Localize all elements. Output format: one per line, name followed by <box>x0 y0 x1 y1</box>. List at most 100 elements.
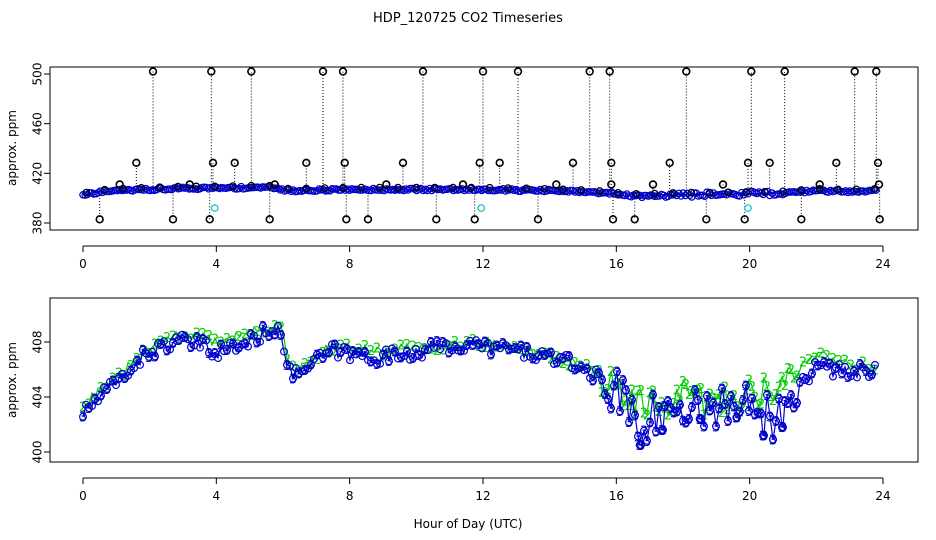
bottom-point-3 <box>457 346 466 355</box>
top-point-1 <box>669 189 677 197</box>
bottom-point-3 <box>421 345 430 354</box>
bottom-symbol-3: 3 <box>634 430 642 445</box>
top-spike-point <box>682 67 691 76</box>
bottom-symbol-3: 3 <box>643 435 651 450</box>
bottom-symbol-2: 2 <box>739 400 747 415</box>
top-spike-point <box>780 67 789 76</box>
bottom-symbol-3: 3 <box>109 374 117 389</box>
bottom-y-axis: 400 404 408 <box>31 331 51 463</box>
top-spike-point <box>608 215 618 224</box>
top-spike-point <box>568 158 578 168</box>
bottom-symbol-2: 2 <box>664 409 672 424</box>
bottom-symbol-3: 3 <box>703 390 711 405</box>
top-flag-point <box>744 204 752 213</box>
top-spike-point <box>185 180 194 189</box>
bottom-symbol-3: 3 <box>787 389 795 404</box>
top-point-1 <box>797 186 806 194</box>
bottom-point-3 <box>729 402 738 411</box>
bottom-symbol-2: 2 <box>637 384 645 399</box>
bottom-symbol-3: 3 <box>760 430 768 445</box>
bottom-symbol-2: 2 <box>778 371 786 386</box>
bottom-symbol-3: 3 <box>535 350 543 365</box>
bottom-symbol-3: 3 <box>175 334 183 349</box>
top-spike-point <box>605 67 614 76</box>
top-spike-point <box>832 158 841 168</box>
bottom-point-3 <box>160 337 169 346</box>
bottom-symbol-2: 2 <box>355 342 363 357</box>
top-point-1 <box>742 188 751 196</box>
bottom-symbol-3: 3 <box>301 364 309 379</box>
bottom-symbol-2: 2 <box>211 332 219 347</box>
bottom-symbol-3: 3 <box>379 349 387 364</box>
x-tick-label: 4 <box>213 257 221 271</box>
bottom-symbol-2: 2 <box>685 388 693 403</box>
top-point-1 <box>430 183 439 192</box>
bottom-symbol-3: 3 <box>661 400 669 415</box>
bottom-point-3 <box>630 411 639 420</box>
top-spike-point <box>873 158 883 168</box>
y-tick-label: 408 <box>31 331 45 354</box>
x-tick-label: 16 <box>609 489 624 503</box>
bottom-point-3 <box>196 343 205 352</box>
bottom-symbol-2: 2 <box>331 345 339 360</box>
bottom-symbol-2: 2 <box>301 357 309 372</box>
bottom-symbol-3: 3 <box>772 415 780 430</box>
bottom-point-3 <box>642 436 651 445</box>
top-y-axis-label: approx. ppm <box>5 110 19 186</box>
bottom-symbol-3: 3 <box>103 383 111 398</box>
bottom-point-3 <box>385 357 394 366</box>
x-axis-label: Hour of Day (UTC) <box>414 517 523 531</box>
top-spike-point <box>265 215 274 224</box>
bottom-symbol-3: 3 <box>295 368 303 383</box>
bottom-symbol-2: 2 <box>616 378 624 393</box>
bottom-symbol-2: 2 <box>673 383 681 398</box>
bottom-symbol-3: 3 <box>187 341 195 356</box>
bottom-point-3 <box>289 374 298 383</box>
bottom-point-3 <box>753 409 762 418</box>
bottom-symbol-3: 3 <box>784 397 792 412</box>
top-point-1 <box>155 183 164 192</box>
bottom-point-3 <box>433 337 442 346</box>
bottom-point-3 <box>840 362 849 371</box>
bottom-y-axis-label: approx. ppm <box>5 342 19 418</box>
bottom-point-3 <box>271 330 280 339</box>
bottom-symbol-3: 3 <box>736 406 744 421</box>
bottom-symbol-3: 3 <box>517 340 525 355</box>
top-spike-point <box>747 67 756 76</box>
bottom-symbol-2: 2 <box>772 388 780 403</box>
top-point-1 <box>815 185 824 193</box>
bottom-symbol-3: 3 <box>742 379 750 394</box>
bottom-point-3 <box>78 412 87 421</box>
bottom-point-3 <box>837 369 846 378</box>
bottom-symbol-3: 3 <box>325 347 333 362</box>
bottom-symbol-2: 2 <box>373 341 381 356</box>
bottom-symbol-3: 3 <box>688 401 696 416</box>
bottom-symbol-3: 3 <box>796 376 804 391</box>
bottom-point-3 <box>804 377 813 386</box>
bottom-symbol-2: 2 <box>670 397 678 412</box>
top-spike-point <box>533 215 543 224</box>
bottom-symbol-2: 2 <box>697 382 705 397</box>
bottom-point-3 <box>229 339 238 348</box>
bottom-point-3 <box>96 391 105 400</box>
bottom-point-3 <box>636 441 645 450</box>
bottom-symbol-2: 2 <box>757 397 765 412</box>
bottom-symbol-3: 3 <box>769 434 777 449</box>
bottom-symbol-3: 3 <box>391 346 399 361</box>
bottom-symbol-3: 3 <box>127 364 135 379</box>
top-point-1 <box>540 184 549 193</box>
bottom-symbol-3: 3 <box>820 356 828 371</box>
bottom-point-3 <box>639 426 648 435</box>
top-spike-point <box>418 67 428 76</box>
bottom-symbol-2: 2 <box>715 388 723 403</box>
top-spike-point <box>607 158 616 168</box>
bottom-point-3 <box>226 339 235 348</box>
top-point-1 <box>595 187 604 195</box>
bottom-point-3 <box>202 336 211 345</box>
bottom-symbol-3: 3 <box>652 426 660 441</box>
bottom-point-3 <box>738 396 747 405</box>
bottom-symbol-2: 2 <box>109 372 117 387</box>
top-point-1 <box>870 185 879 193</box>
top-point-1 <box>834 185 842 194</box>
x-tick-label: 16 <box>609 257 624 271</box>
